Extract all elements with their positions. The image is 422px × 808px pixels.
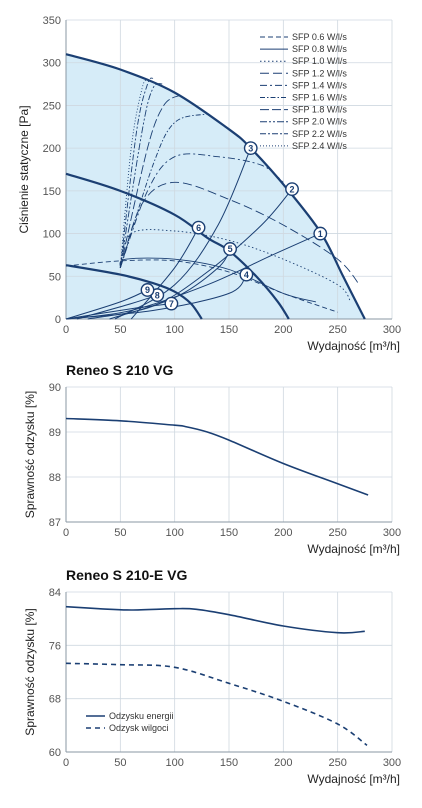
operating-point-badge — [239, 267, 254, 282]
legend-label: SFP 1.4 W/l/s — [292, 80, 347, 90]
operating-point-label: 8 — [155, 290, 160, 300]
operating-point-label: 1 — [318, 229, 323, 239]
y-tick-label: 90 — [49, 382, 61, 394]
x-tick-label: 250 — [328, 527, 346, 539]
chart-title: Reneo S 210 VG — [66, 362, 173, 378]
operating-point-label: 4 — [244, 270, 249, 280]
legend-label: SFP 0.8 W/l/s — [292, 44, 347, 54]
energy-recovery-line — [65, 605, 365, 634]
system-curve — [65, 303, 172, 320]
x-tick-label: 150 — [220, 527, 238, 539]
x-tick-label: 100 — [165, 527, 183, 539]
y-tick-label: 150 — [43, 186, 61, 198]
x-axis-label: Wydajność [m³/h] — [307, 339, 400, 353]
y-tick-label: 60 — [49, 747, 61, 759]
x-tick-label: 300 — [383, 324, 401, 336]
y-tick-label: 84 — [49, 587, 61, 599]
sfp-curve — [119, 77, 154, 268]
y-axis-label: Sprawność odzysku [%] — [23, 608, 37, 735]
chart-title: Reneo S 210-E VG — [66, 567, 187, 583]
x-tick-label: 0 — [63, 324, 69, 336]
operating-point-label: 7 — [169, 299, 174, 309]
x-tick-label: 200 — [274, 324, 292, 336]
legend-label: SFP 1.6 W/l/s — [292, 93, 347, 103]
operating-point-label: 5 — [228, 244, 233, 254]
operating-point-label: 6 — [196, 223, 201, 233]
y-tick-label: 50 — [49, 271, 61, 283]
system-curve — [109, 248, 231, 320]
system-curve — [130, 227, 200, 320]
operating-point-label: 9 — [145, 285, 150, 295]
y-tick-label: 350 — [43, 15, 61, 27]
sfp-curve — [119, 94, 181, 268]
x-tick-label: 50 — [114, 527, 126, 539]
legend-label: SFP 1.2 W/l/s — [292, 68, 347, 78]
x-tick-label: 50 — [114, 324, 126, 336]
x-tick-label: 100 — [165, 757, 183, 769]
legend-label: Odzysk wilgoci — [109, 723, 169, 733]
legend-label: SFP 0.6 W/l/s — [292, 32, 347, 42]
y-tick-label: 88 — [49, 472, 61, 484]
y-axis-label: Ciśnienie statyczne [Pa] — [17, 105, 31, 233]
legend-label: SFP 1.0 W/l/s — [292, 56, 347, 66]
x-tick-label: 150 — [220, 757, 238, 769]
operating-point-badge — [243, 141, 258, 156]
operating-point-label: 3 — [248, 143, 253, 153]
x-axis-label: Wydajność [m³/h] — [307, 772, 400, 786]
sfp-curve — [119, 113, 208, 268]
operating-area — [66, 54, 365, 319]
x-tick-label: 200 — [274, 757, 292, 769]
y-tick-label: 100 — [43, 229, 61, 241]
x-tick-label: 250 — [328, 757, 346, 769]
operating-point-badge — [223, 242, 237, 256]
y-tick-label: 68 — [49, 694, 61, 706]
y-tick-label: 0 — [55, 314, 61, 326]
operating-point-label: 2 — [290, 184, 295, 194]
operating-point-badge — [191, 220, 206, 235]
sfp-curve — [119, 153, 284, 268]
x-tick-label: 100 — [165, 324, 183, 336]
system-curve — [65, 274, 247, 320]
x-tick-label: 250 — [328, 324, 346, 336]
operating-point-badge — [140, 283, 155, 297]
x-tick-label: 300 — [383, 527, 401, 539]
sfp-curve — [119, 181, 360, 286]
y-tick-label: 250 — [43, 100, 61, 112]
x-tick-label: 300 — [383, 757, 401, 769]
x-tick-label: 0 — [63, 527, 69, 539]
y-tick-label: 87 — [49, 517, 61, 529]
efficiency-line — [65, 417, 369, 496]
x-tick-label: 150 — [220, 324, 238, 336]
y-axis-label: Sprawność odzysku [%] — [23, 391, 37, 518]
x-tick-label: 50 — [114, 757, 126, 769]
y-tick-label: 300 — [43, 58, 61, 70]
x-tick-label: 200 — [274, 527, 292, 539]
legend-label: SFP 2.4 W/l/s — [292, 141, 347, 151]
legend-label: Odzysku energii — [109, 711, 174, 721]
legend-label: SFP 2.2 W/l/s — [292, 129, 347, 139]
y-tick-label: 89 — [49, 427, 61, 439]
x-tick-label: 0 — [63, 757, 69, 769]
moisture-recovery-line — [65, 662, 368, 746]
fan-curve — [65, 172, 290, 320]
operating-point-badge — [164, 296, 179, 311]
x-axis-label: Wydajność [m³/h] — [307, 542, 400, 556]
y-tick-label: 200 — [43, 143, 61, 155]
operating-point-badge — [285, 182, 299, 197]
sfp-curve — [119, 79, 148, 268]
fan-curve — [65, 264, 203, 320]
operating-point-badge — [313, 226, 328, 241]
legend-label: SFP 2.0 W/l/s — [292, 117, 347, 127]
sfp-curve — [119, 257, 317, 303]
y-tick-label: 76 — [49, 640, 61, 652]
legend-label: SFP 1.8 W/l/s — [292, 105, 347, 115]
system-curve — [65, 233, 321, 320]
